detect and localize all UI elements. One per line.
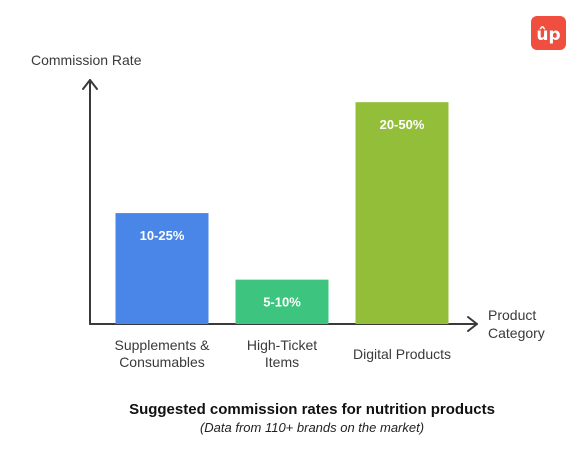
category-label-1: Supplements & Consumables [115,337,211,370]
bar-value-label-2: 5-10% [263,295,301,310]
bars: 10-25% 5-10% 20-50% [115,102,449,324]
bar-3 [355,102,449,324]
bar-value-label-1: 10-25% [140,228,185,243]
category-label-2: High-Ticket Items [247,337,317,370]
x-axis-label-line-1: Product [488,307,536,323]
category-label-2-line-2: Items [265,354,299,370]
x-axis-label-line-2: Category [488,325,545,341]
logo-text: ûp [536,25,560,45]
category-label-2-line-1: High-Ticket [247,337,317,353]
x-axis-label: Product Category [488,307,545,341]
category-label-3-line-1: Digital Products [353,346,451,362]
x-axis-arrow-icon [467,316,478,332]
category-label-1-line-1: Supplements & [115,337,211,353]
brand-logo: ûp [531,16,566,50]
category-labels: Supplements & Consumables High-Ticket Items… [115,337,452,370]
bar-1 [115,213,209,324]
chart-title: Suggested commission rates for nutrition… [129,401,495,418]
category-label-1-line-2: Consumables [119,354,205,370]
y-axis-label: Commission Rate [31,52,142,68]
logo-badge [531,16,566,50]
chart-subtitle: (Data from 110+ brands on the market) [200,420,424,435]
bar-2 [235,279,329,324]
category-label-3: Digital Products [353,346,451,362]
y-axis-arrow-icon [82,79,98,90]
bar-value-label-3: 20-50% [380,117,425,132]
